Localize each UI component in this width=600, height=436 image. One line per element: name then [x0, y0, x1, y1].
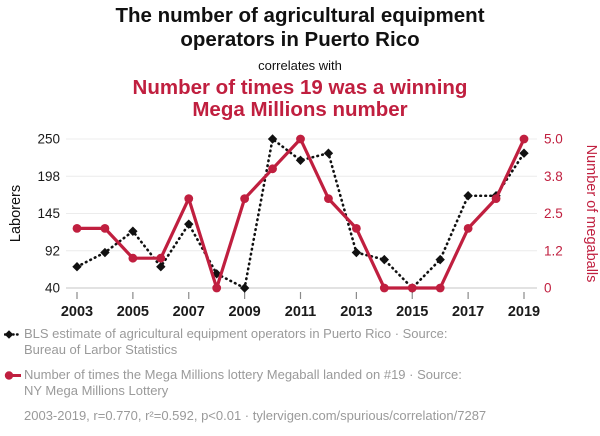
x-tick-label: 2007	[173, 304, 205, 320]
x-tick-label: 2019	[508, 304, 540, 320]
page-title-line2: operators in Puerto Rico	[180, 28, 420, 51]
diamond-marker	[463, 191, 473, 201]
x-tick-label: 2017	[452, 304, 484, 320]
circle-marker	[100, 224, 110, 233]
red-solid-series-icon	[4, 371, 21, 380]
circle-marker	[184, 194, 194, 203]
x-tick-label: 2009	[228, 304, 260, 320]
diamond-marker	[239, 283, 250, 293]
left-tick-label: 92	[45, 243, 60, 258]
diamond-marker	[100, 247, 110, 258]
legend-megaballs-line2: NY Mega Millions Lottery	[24, 382, 169, 398]
circle-marker	[519, 134, 529, 144]
right-tick-label: 1.2	[544, 243, 563, 258]
secondary-title-line2: Mega Millions number	[192, 98, 408, 121]
black-dotted-series-icon	[4, 330, 22, 339]
circle-marker	[435, 283, 445, 293]
x-tick-label: 2005	[117, 304, 149, 320]
diamond-marker	[379, 254, 390, 265]
circle-marker	[240, 194, 250, 203]
right-axis-title: Number of megaballs	[583, 145, 599, 283]
diamond-marker	[519, 148, 529, 158]
secondary-title-line1: Number of times 19 was a winning	[132, 76, 468, 99]
legend-megaballs-line1: Number of times the Mega Millions lotter…	[24, 367, 462, 382]
chart-svg: 2003 2005 2007 2009 2011 2013 2015 2017 2019 40 92…	[8, 132, 599, 321]
x-tick-label: 2003	[61, 304, 93, 320]
circle-marker	[268, 164, 277, 174]
correlates-with-label: correlates with	[258, 58, 342, 73]
left-tick-label: 250	[37, 132, 60, 147]
diamond-marker	[156, 262, 166, 272]
x-tick-label: 2015	[396, 304, 428, 320]
diamond-marker	[128, 226, 138, 236]
diamond-marker	[295, 155, 306, 165]
circle-marker	[128, 253, 138, 263]
header: The number of agricultural equipment ope…	[0, 0, 600, 121]
circle-marker	[379, 283, 389, 293]
circle-marker	[156, 253, 166, 263]
left-tick-label: 145	[37, 206, 60, 221]
circle-marker	[463, 224, 473, 233]
diamond-marker	[435, 254, 445, 265]
legend-item-megaballs: Number of times the Mega Millions lotter…	[4, 367, 564, 398]
stats-line: 2003-2019, r=0.770, r²=0.592, p<0.01 · t…	[24, 408, 487, 423]
right-tick-label: 2.5	[544, 206, 563, 221]
diamond-marker	[184, 219, 194, 229]
legend-laborers-line2: Bureau of Larbor Statistics	[24, 341, 178, 357]
circle-marker	[212, 283, 222, 293]
diamond-marker	[267, 134, 278, 144]
right-tick-label: 0	[544, 281, 552, 296]
right-tick-label: 3.8	[544, 169, 563, 184]
x-tick-label: 2011	[285, 304, 316, 320]
x-tick-label: 2013	[340, 304, 372, 320]
left-series-line	[75, 137, 526, 290]
right-tick-label: 5.0	[544, 132, 563, 147]
circle-marker	[72, 224, 82, 233]
left-axis-title: Laborers	[8, 185, 24, 242]
legend-item-laborers: BLS estimate of agricultural equipment o…	[4, 326, 564, 357]
chart-legend: BLS estimate of agricultural equipment o…	[4, 326, 564, 423]
secondary-title: Number of times 19 was a winning Mega Mi…	[0, 77, 600, 121]
page-title-line1: The number of agricultural equipment	[115, 4, 485, 27]
legend-laborers-line1: BLS estimate of agricultural equipment o…	[24, 326, 448, 341]
circle-marker	[296, 134, 305, 144]
circle-marker	[324, 194, 333, 203]
circle-marker	[351, 224, 361, 233]
circle-marker	[407, 283, 417, 293]
circle-marker	[491, 194, 501, 203]
diamond-marker	[72, 262, 82, 272]
diamond-marker	[323, 148, 334, 158]
diamond-marker	[351, 247, 362, 258]
left-tick-label: 40	[45, 281, 60, 296]
page-title: The number of agricultural equipment ope…	[0, 4, 600, 52]
left-tick-label: 198	[37, 169, 60, 184]
